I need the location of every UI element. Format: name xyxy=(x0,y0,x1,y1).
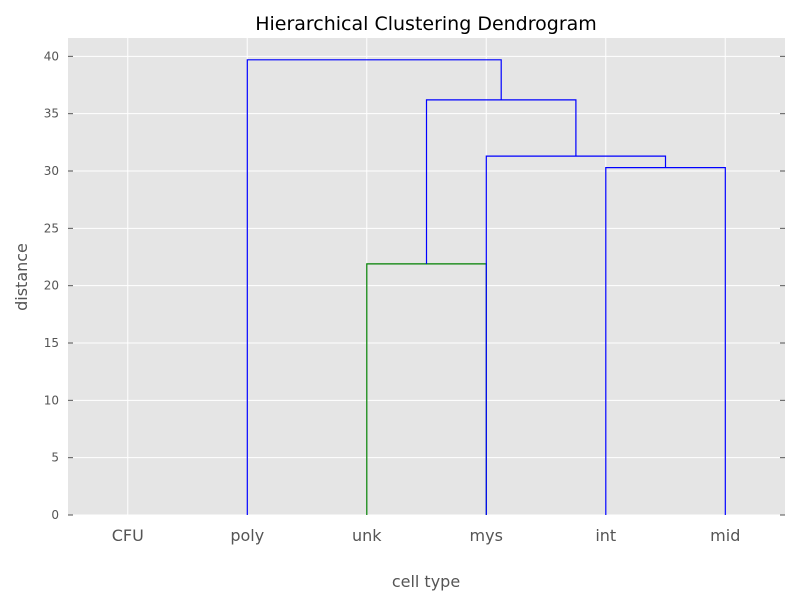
x-axis-label: cell type xyxy=(392,572,460,591)
y-tick-label: 15 xyxy=(44,336,59,350)
y-tick-label: 30 xyxy=(44,164,59,178)
y-tick-label: 40 xyxy=(44,49,59,63)
tick-marks xyxy=(68,55,785,516)
y-tick-label: 0 xyxy=(51,508,59,522)
dendrogram-link xyxy=(246,59,502,515)
y-tick-label: 35 xyxy=(44,107,59,121)
x-tick-label: CFU xyxy=(112,526,144,545)
y-tick-labels: 0 5 10 15 20 25 30 35 40 xyxy=(44,49,59,522)
x-tick-label: mid xyxy=(710,526,740,545)
x-tick-label: unk xyxy=(352,526,382,545)
y-tick-label: 5 xyxy=(51,451,59,465)
y-tick-label: 20 xyxy=(44,279,59,293)
chart-title: Hierarchical Clustering Dendrogram xyxy=(255,13,597,35)
y-axis-label: distance xyxy=(12,243,31,311)
y-tick-label: 10 xyxy=(44,393,59,407)
x-tick-label: int xyxy=(595,526,616,545)
x-tick-label: mys xyxy=(470,526,503,545)
x-tick-labels: CFU poly unk mys int mid xyxy=(112,526,741,545)
y-tick-label: 25 xyxy=(44,221,59,235)
dendrogram-links xyxy=(246,59,726,515)
x-tick-label: poly xyxy=(230,526,264,545)
